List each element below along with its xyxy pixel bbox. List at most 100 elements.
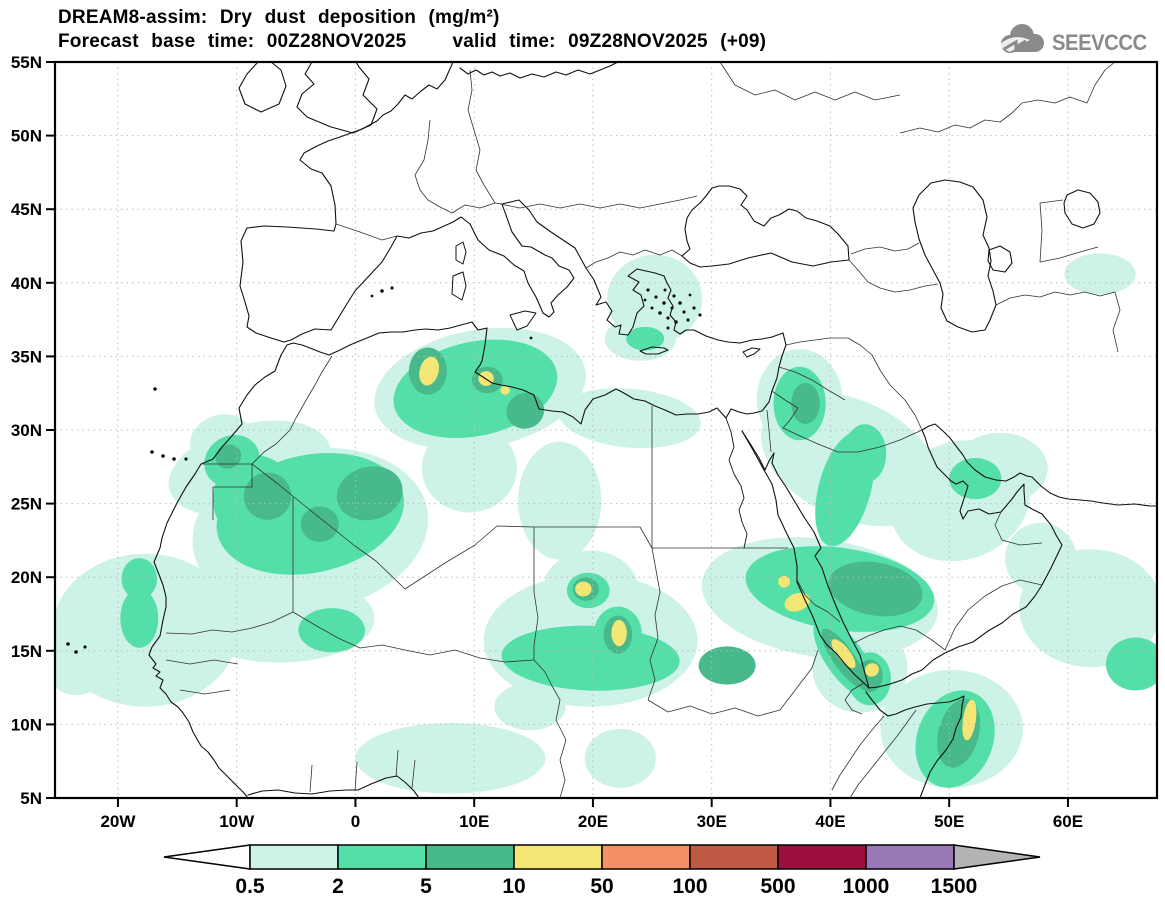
- colorbar-segment: [777, 844, 867, 870]
- dust-region: [843, 424, 887, 483]
- colorbar-segment: [337, 844, 427, 870]
- seevccc-logo: SEEVCCC: [996, 22, 1155, 63]
- dust-region: [949, 458, 1002, 500]
- dust-region: [120, 589, 159, 648]
- lat-tick-label: 50N: [11, 127, 42, 146]
- island-crete: [639, 346, 669, 355]
- colorbar-segment: [513, 844, 603, 870]
- colorbar-segment: [425, 844, 515, 870]
- island-sicily: [509, 310, 537, 331]
- country-borders: [165, 62, 1121, 798]
- lat-tick-label: 30N: [11, 421, 42, 440]
- colorbar-segment: [865, 844, 955, 870]
- dust-region: [55, 618, 112, 695]
- colorbar-below-min-arrow: [163, 844, 251, 870]
- lon-tick-label: 10W: [219, 812, 255, 831]
- dust-region: [584, 728, 656, 788]
- lon-tick-label: 10E: [459, 812, 489, 831]
- coast-north-sea-baltic: [376, 62, 619, 122]
- colorbar-level-label: 100: [672, 875, 707, 898]
- dust-region: [698, 646, 756, 685]
- coast-ireland: [238, 62, 287, 113]
- lon-tick-label: 20E: [578, 812, 608, 831]
- dust-region: [506, 393, 545, 429]
- coast-britain: [296, 62, 378, 134]
- plot-title: DREAM8-assim: Dry dust deposition (mg/m²…: [58, 7, 500, 28]
- coast-gulf-of-guinea: [247, 775, 420, 798]
- lat-tick-label: 20N: [11, 568, 42, 587]
- river-nile: [725, 417, 748, 549]
- coast-red-sea-west: [741, 430, 870, 689]
- coast-arabia-gulf-iran: [868, 423, 1157, 689]
- coast-sinai: [741, 430, 775, 471]
- plot-title-block: DREAM8-assim: Dry dust deposition (mg/m²…: [58, 6, 766, 54]
- lat-tick-label: 35N: [11, 347, 42, 366]
- dust-region: [121, 558, 158, 600]
- dust-region: [828, 561, 923, 617]
- dust-region: [1005, 522, 1077, 594]
- cloud-icon: [996, 22, 1048, 63]
- dust-region: [421, 424, 517, 513]
- colorbar-level-label: 1000: [843, 875, 890, 898]
- atlantic-islands: [66, 286, 533, 654]
- dust-region: [611, 619, 627, 647]
- dust-region: [558, 388, 701, 449]
- coast-aral-sea: [1063, 189, 1101, 229]
- lat-tick-label: 45N: [11, 200, 42, 219]
- colorbar-above-max-arrow: [953, 844, 1041, 870]
- dust-region: [298, 608, 366, 653]
- dust-region: [778, 575, 790, 588]
- coastlines: [66, 62, 1157, 798]
- colorbar-segment: [689, 844, 779, 870]
- lat-tick-label: 25N: [11, 495, 42, 514]
- plot-subtitle: Forecast base time: 00Z28NOV2025 valid ti…: [58, 30, 766, 54]
- dust-region: [500, 385, 510, 395]
- colorbar-level-label: 1500: [931, 875, 978, 898]
- lat-tick-label: 15N: [11, 642, 42, 661]
- lon-tick-label: 0: [351, 812, 360, 831]
- dust-region: [300, 506, 339, 542]
- dust-region: [575, 581, 592, 597]
- lat-tick-label: 5N: [20, 789, 42, 808]
- colorbar-segment: [249, 844, 339, 870]
- colorbar-level-label: 500: [760, 875, 795, 898]
- dust-deposition-layer: [55, 253, 1157, 794]
- dust-region: [865, 663, 879, 677]
- coast-caspian: [912, 179, 1013, 333]
- lon-tick-label: 20W: [100, 812, 136, 831]
- dust-region: [1064, 253, 1136, 295]
- lon-tick-label: 40E: [815, 812, 845, 831]
- island-corsica: [455, 241, 467, 265]
- dust-region: [626, 326, 665, 351]
- islands: [66, 241, 761, 654]
- lon-tick-label: 50E: [934, 812, 964, 831]
- forecast-base-time: Forecast base time: 00Z28NOV2025: [58, 31, 407, 52]
- aegean-islands: [643, 288, 702, 330]
- colorbar-level-label: 10: [502, 875, 525, 898]
- lat-tick-label: 40N: [11, 274, 42, 293]
- dust-region: [419, 356, 440, 386]
- coast-mainland: [148, 120, 787, 798]
- dust-region: [215, 444, 242, 469]
- colorbar-level-label: 2: [332, 875, 344, 898]
- dust-region: [962, 699, 977, 741]
- dust-region: [336, 466, 403, 521]
- colorbar-segment: [601, 844, 691, 870]
- dust-region: [791, 382, 820, 425]
- colorbar-level-label: 50: [590, 875, 613, 898]
- coast-red-sea-east: [771, 452, 870, 689]
- colorbar-level-label: 5: [420, 875, 432, 898]
- logo-text: SEEVCCC: [1052, 29, 1147, 55]
- lon-tick-label: 60E: [1053, 812, 1083, 831]
- dust-region: [494, 683, 566, 731]
- dust-region: [518, 441, 602, 560]
- axis-labels: 55N 50N 45N 40N 35N 30N 25N 20N 15N 10N 5N 20W 10W 0 1…: [11, 53, 1083, 831]
- valid-time: valid time: 09Z28NOV2025 (+09): [452, 31, 767, 52]
- dust-region: [831, 639, 856, 669]
- island-sardinia: [451, 271, 467, 301]
- graticule: [55, 62, 1157, 798]
- island-cyprus: [742, 347, 761, 358]
- lat-tick-label: 55N: [11, 53, 42, 72]
